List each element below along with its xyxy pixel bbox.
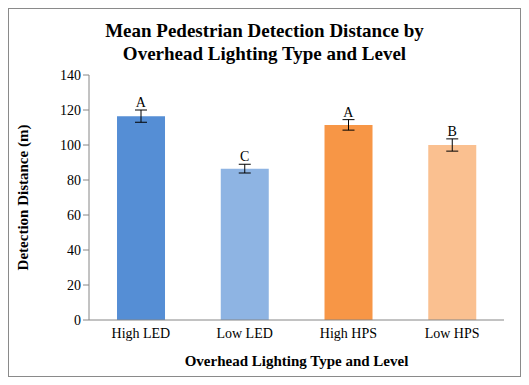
svg-text:80: 80 — [67, 173, 81, 188]
html-text:Mean Pedestrian Detection Dist: Mean Pedestrian Detection Distance by Ov… — [105, 20, 424, 64]
svg-text:20: 20 — [67, 278, 81, 293]
svg-text:60: 60 — [67, 208, 81, 223]
svg-text:Overhead Lighting Type and Lev: Overhead Lighting Type and Level — [185, 353, 409, 369]
svg-text:Low HPS: Low HPS — [425, 326, 480, 341]
svg-text:40: 40 — [67, 243, 81, 258]
svg-text:0: 0 — [74, 313, 81, 328]
svg-text:High HPS: High HPS — [320, 326, 377, 341]
svg-text:120: 120 — [60, 103, 81, 118]
svg-text:B: B — [447, 124, 456, 139]
svg-text:A: A — [136, 95, 147, 110]
svg-text:A: A — [343, 105, 354, 120]
svg-text:140: 140 — [60, 68, 81, 83]
svg-text:Low LED: Low LED — [216, 326, 272, 341]
svg-text:100: 100 — [60, 138, 81, 153]
svg-text:C: C — [240, 149, 249, 164]
svg-text:High LED: High LED — [112, 326, 171, 341]
svg-text:Detection Distance (m): Detection Distance (m) — [15, 125, 32, 271]
